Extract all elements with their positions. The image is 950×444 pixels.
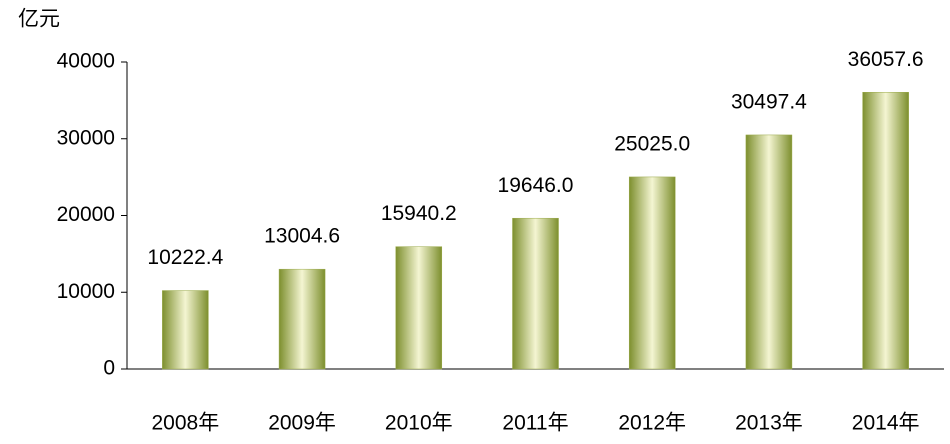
bar — [395, 246, 443, 370]
y-tick-label: 0 — [103, 357, 115, 380]
y-tick-label: 10000 — [57, 280, 115, 303]
x-tick-label: 2008年 — [151, 412, 219, 435]
x-tick-label: 2009年 — [268, 412, 336, 435]
bar — [162, 290, 209, 370]
value-label: 13004.6 — [264, 225, 340, 248]
bar — [278, 268, 326, 370]
value-label: 15940.2 — [381, 202, 457, 225]
bar — [862, 92, 909, 370]
y-axis-label: 亿元 — [18, 8, 60, 31]
bar — [745, 134, 793, 370]
x-tick-label: 2012年 — [618, 412, 686, 435]
value-label: 10222.4 — [147, 246, 223, 269]
value-label: 30497.4 — [731, 90, 807, 113]
x-tick-label: 2013年 — [735, 412, 803, 435]
y-tick-label: 40000 — [57, 50, 115, 73]
x-tick-label: 2010年 — [385, 412, 453, 435]
bar — [512, 217, 559, 370]
bar — [628, 176, 676, 370]
y-tick-label: 20000 — [57, 203, 115, 226]
x-tick-label: 2011年 — [502, 412, 568, 435]
value-label: 25025.0 — [614, 132, 690, 155]
x-tick-label: 2014年 — [852, 412, 920, 435]
y-tick-label: 30000 — [57, 126, 115, 149]
value-label: 19646.0 — [498, 174, 574, 197]
value-label: 36057.6 — [848, 48, 924, 71]
